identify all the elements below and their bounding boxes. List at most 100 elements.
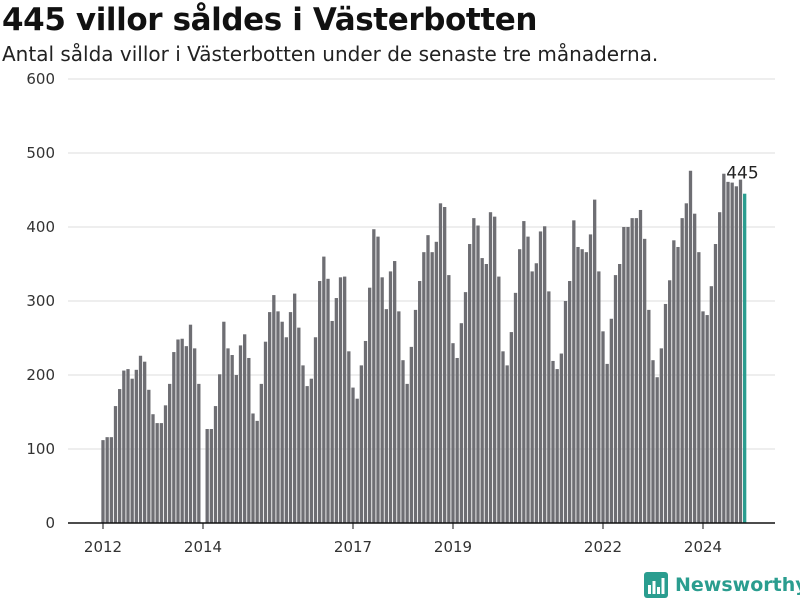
bar <box>226 348 230 523</box>
bar <box>222 321 226 523</box>
bar <box>551 360 555 523</box>
bar <box>730 182 734 523</box>
bar <box>563 301 568 523</box>
bar <box>351 387 355 523</box>
bar <box>705 315 709 523</box>
bar <box>126 369 130 523</box>
brand-name: Newsworthy <box>675 574 800 596</box>
bar <box>151 414 155 523</box>
bar <box>305 386 309 523</box>
bar <box>109 437 113 523</box>
bar <box>113 406 118 523</box>
bar <box>538 231 543 523</box>
bar <box>159 423 163 523</box>
y-tick-label: 300 <box>26 292 55 310</box>
bar <box>155 423 159 523</box>
bar <box>255 420 259 523</box>
bar <box>713 244 718 523</box>
bar <box>455 357 459 523</box>
bar <box>322 256 326 523</box>
bar <box>372 229 376 523</box>
bar <box>284 337 288 523</box>
y-tick-label: 400 <box>26 218 55 236</box>
bar <box>526 236 530 523</box>
bar <box>518 249 522 523</box>
bar <box>434 241 438 524</box>
y-tick-label: 0 <box>45 514 55 532</box>
bar-chart-logo-icon <box>644 572 668 598</box>
x-tick-label: 2022 <box>584 538 622 556</box>
bar <box>280 321 284 523</box>
bar <box>334 298 338 523</box>
bar <box>326 278 330 523</box>
bar <box>497 276 501 523</box>
bar <box>247 357 251 523</box>
bar <box>213 406 218 523</box>
bar <box>313 337 318 523</box>
bar <box>480 258 484 523</box>
bar <box>622 227 626 523</box>
bar <box>318 281 322 523</box>
x-tick-label: 2017 <box>334 538 372 556</box>
bar <box>672 240 676 523</box>
bar <box>488 212 493 523</box>
bar <box>472 218 476 523</box>
bar <box>272 295 276 523</box>
bar <box>572 220 576 523</box>
bar <box>443 207 447 523</box>
bar <box>368 287 372 523</box>
bar <box>397 311 401 523</box>
bar <box>655 377 659 523</box>
bar <box>105 437 109 523</box>
bar <box>676 246 680 524</box>
bar <box>422 252 426 523</box>
bar <box>609 318 613 523</box>
bar <box>451 343 455 523</box>
bar <box>684 203 688 523</box>
bar <box>118 389 122 523</box>
bar <box>168 383 172 523</box>
bar <box>147 389 151 523</box>
bar <box>530 271 534 523</box>
bar <box>363 340 368 523</box>
bar <box>459 323 463 523</box>
bar <box>580 249 584 523</box>
bar <box>601 331 605 523</box>
bar <box>476 225 480 523</box>
bar <box>238 345 243 523</box>
bar <box>134 369 138 523</box>
y-tick-label: 100 <box>26 440 55 458</box>
last-value-label: 445 <box>726 164 758 184</box>
bar <box>726 181 730 524</box>
bar <box>584 252 588 523</box>
y-tick-label: 600 <box>26 70 55 88</box>
bar <box>193 348 197 523</box>
bar <box>418 281 422 523</box>
x-tick-label: 2012 <box>84 538 122 556</box>
bar <box>409 346 413 523</box>
bar <box>659 348 663 523</box>
bar <box>484 264 488 523</box>
bar <box>618 264 622 523</box>
bar <box>630 218 634 523</box>
bar <box>163 405 168 523</box>
bar <box>534 263 538 523</box>
bar <box>251 413 255 523</box>
bar <box>626 227 630 523</box>
bar <box>613 275 618 523</box>
bar <box>605 363 609 523</box>
bar <box>513 292 518 523</box>
bar <box>501 351 505 523</box>
bar <box>709 286 713 523</box>
bar <box>688 170 693 523</box>
bar <box>343 276 347 523</box>
bar <box>293 293 297 523</box>
newsworthy-brand: Newsworthy <box>644 570 800 600</box>
bar <box>338 277 343 523</box>
bar <box>297 327 301 523</box>
bar <box>680 218 684 523</box>
bar <box>230 355 234 523</box>
bar <box>438 203 443 523</box>
bar <box>405 383 409 523</box>
